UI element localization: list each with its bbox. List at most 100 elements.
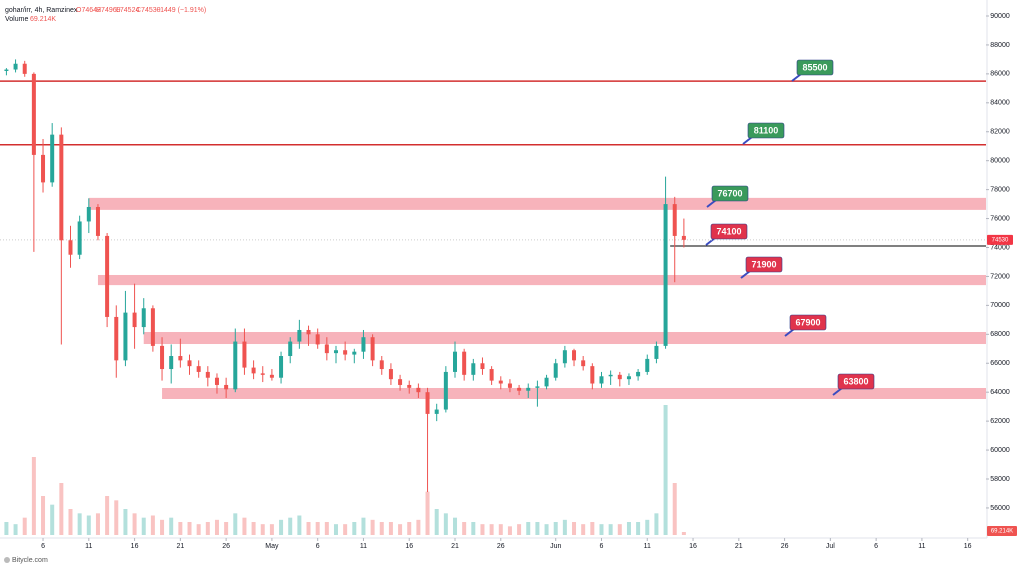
candle-body (343, 350, 348, 355)
ohlc-value: O74642 (76, 7, 101, 14)
volume-bar (379, 522, 384, 535)
candle-body (86, 206, 91, 222)
volume-bar (141, 517, 146, 535)
x-tick-label: 11 (85, 543, 92, 550)
ohlc-value: −1449 (−1.91%) (156, 7, 206, 14)
x-tick-label: 6 (316, 543, 320, 550)
zone (88, 197, 987, 210)
candle-body (489, 369, 494, 381)
volume-bar (572, 522, 577, 535)
y-tick-label: 72000 (990, 273, 1010, 280)
volume-bar (114, 500, 119, 535)
candle-body (434, 409, 439, 414)
candle-body (453, 351, 458, 372)
volume-bar (306, 522, 311, 535)
ohlc-value: C74530 (136, 7, 161, 14)
candle-body (187, 360, 192, 367)
candle-body (324, 344, 329, 354)
volume-bar (41, 496, 46, 535)
volume-bar (86, 515, 91, 535)
volume-bar (205, 522, 210, 535)
candle-body (352, 351, 357, 355)
volume-bar (269, 524, 274, 535)
y-tick-label: 78000 (990, 186, 1010, 193)
price-tag (710, 223, 748, 240)
price-tag-label: 85500 (802, 62, 827, 72)
price-tag-label: 76700 (717, 188, 742, 198)
candle-body (370, 337, 375, 361)
candle-body (169, 356, 174, 370)
volume-bar (352, 522, 357, 535)
volume-bar (471, 522, 476, 535)
volume-bar (105, 496, 110, 535)
candle-body (297, 329, 302, 342)
x-tick-label: 16 (405, 543, 413, 550)
y-tick-label: 76000 (990, 215, 1010, 222)
candle-body (288, 341, 293, 357)
candle-body (663, 204, 668, 346)
candle-body (681, 235, 686, 240)
price-tag-label: 81100 (754, 125, 779, 135)
volume-bar (526, 522, 531, 535)
footer: Bitycle.com (12, 557, 48, 564)
y-tick-label: 66000 (990, 360, 1010, 367)
candle-body (105, 235, 110, 317)
volume-bar (407, 522, 412, 535)
volume-bar (13, 524, 18, 535)
candle-body (425, 392, 430, 414)
price-tag-label: 67900 (795, 317, 820, 327)
volume-bar (333, 524, 338, 535)
candle-body (279, 356, 284, 378)
candle-body (517, 387, 522, 391)
price-tag (796, 59, 834, 76)
candle-body (645, 358, 650, 372)
x-tick-label: 6 (41, 543, 45, 550)
price-tag (745, 256, 783, 273)
volume-bar (425, 491, 430, 535)
y-tick-label: 60000 (990, 447, 1010, 454)
y-tick-label: 68000 (990, 331, 1010, 338)
candle-body (544, 377, 549, 387)
candle-body (205, 371, 210, 378)
volume-bar (388, 522, 393, 535)
candle-body (581, 360, 586, 367)
volume-bar (480, 524, 485, 535)
candle-body (141, 308, 146, 328)
volume-bar (599, 524, 604, 535)
candle-body (480, 363, 485, 370)
x-tick-label: Jun (550, 543, 561, 550)
y-tick-label: 64000 (990, 389, 1010, 396)
candle-body (361, 337, 366, 352)
price-tag (837, 373, 875, 390)
candle-body (416, 387, 421, 393)
volume-bar (672, 483, 677, 535)
candle-body (526, 387, 531, 391)
volume-tag-label: 69.214K (991, 529, 1013, 535)
volume-bar (517, 524, 522, 535)
last-price-box (987, 234, 1013, 245)
volume-bar (343, 524, 348, 535)
volume-bar (95, 513, 100, 535)
volume-bar (608, 524, 613, 535)
x-tick-label: 21 (735, 543, 743, 550)
candle-body (22, 63, 27, 74)
candle-body (59, 134, 64, 241)
candle-body (535, 386, 540, 388)
volume-bar (498, 524, 503, 535)
candle-body (315, 334, 320, 345)
candle-body (224, 384, 229, 390)
candle-body (608, 374, 613, 377)
candle-body (553, 363, 558, 378)
candle-body (178, 356, 183, 361)
candle-body (617, 374, 622, 380)
candle-body (672, 204, 677, 236)
candle-body (160, 345, 165, 370)
y-tick-label: 80000 (990, 158, 1010, 165)
volume-bar (68, 509, 73, 535)
y-tick-label: 62000 (990, 418, 1010, 425)
candle-body (407, 384, 412, 388)
y-tick-label: 84000 (990, 100, 1010, 107)
price-tag (711, 185, 749, 202)
candle-body (4, 69, 9, 71)
